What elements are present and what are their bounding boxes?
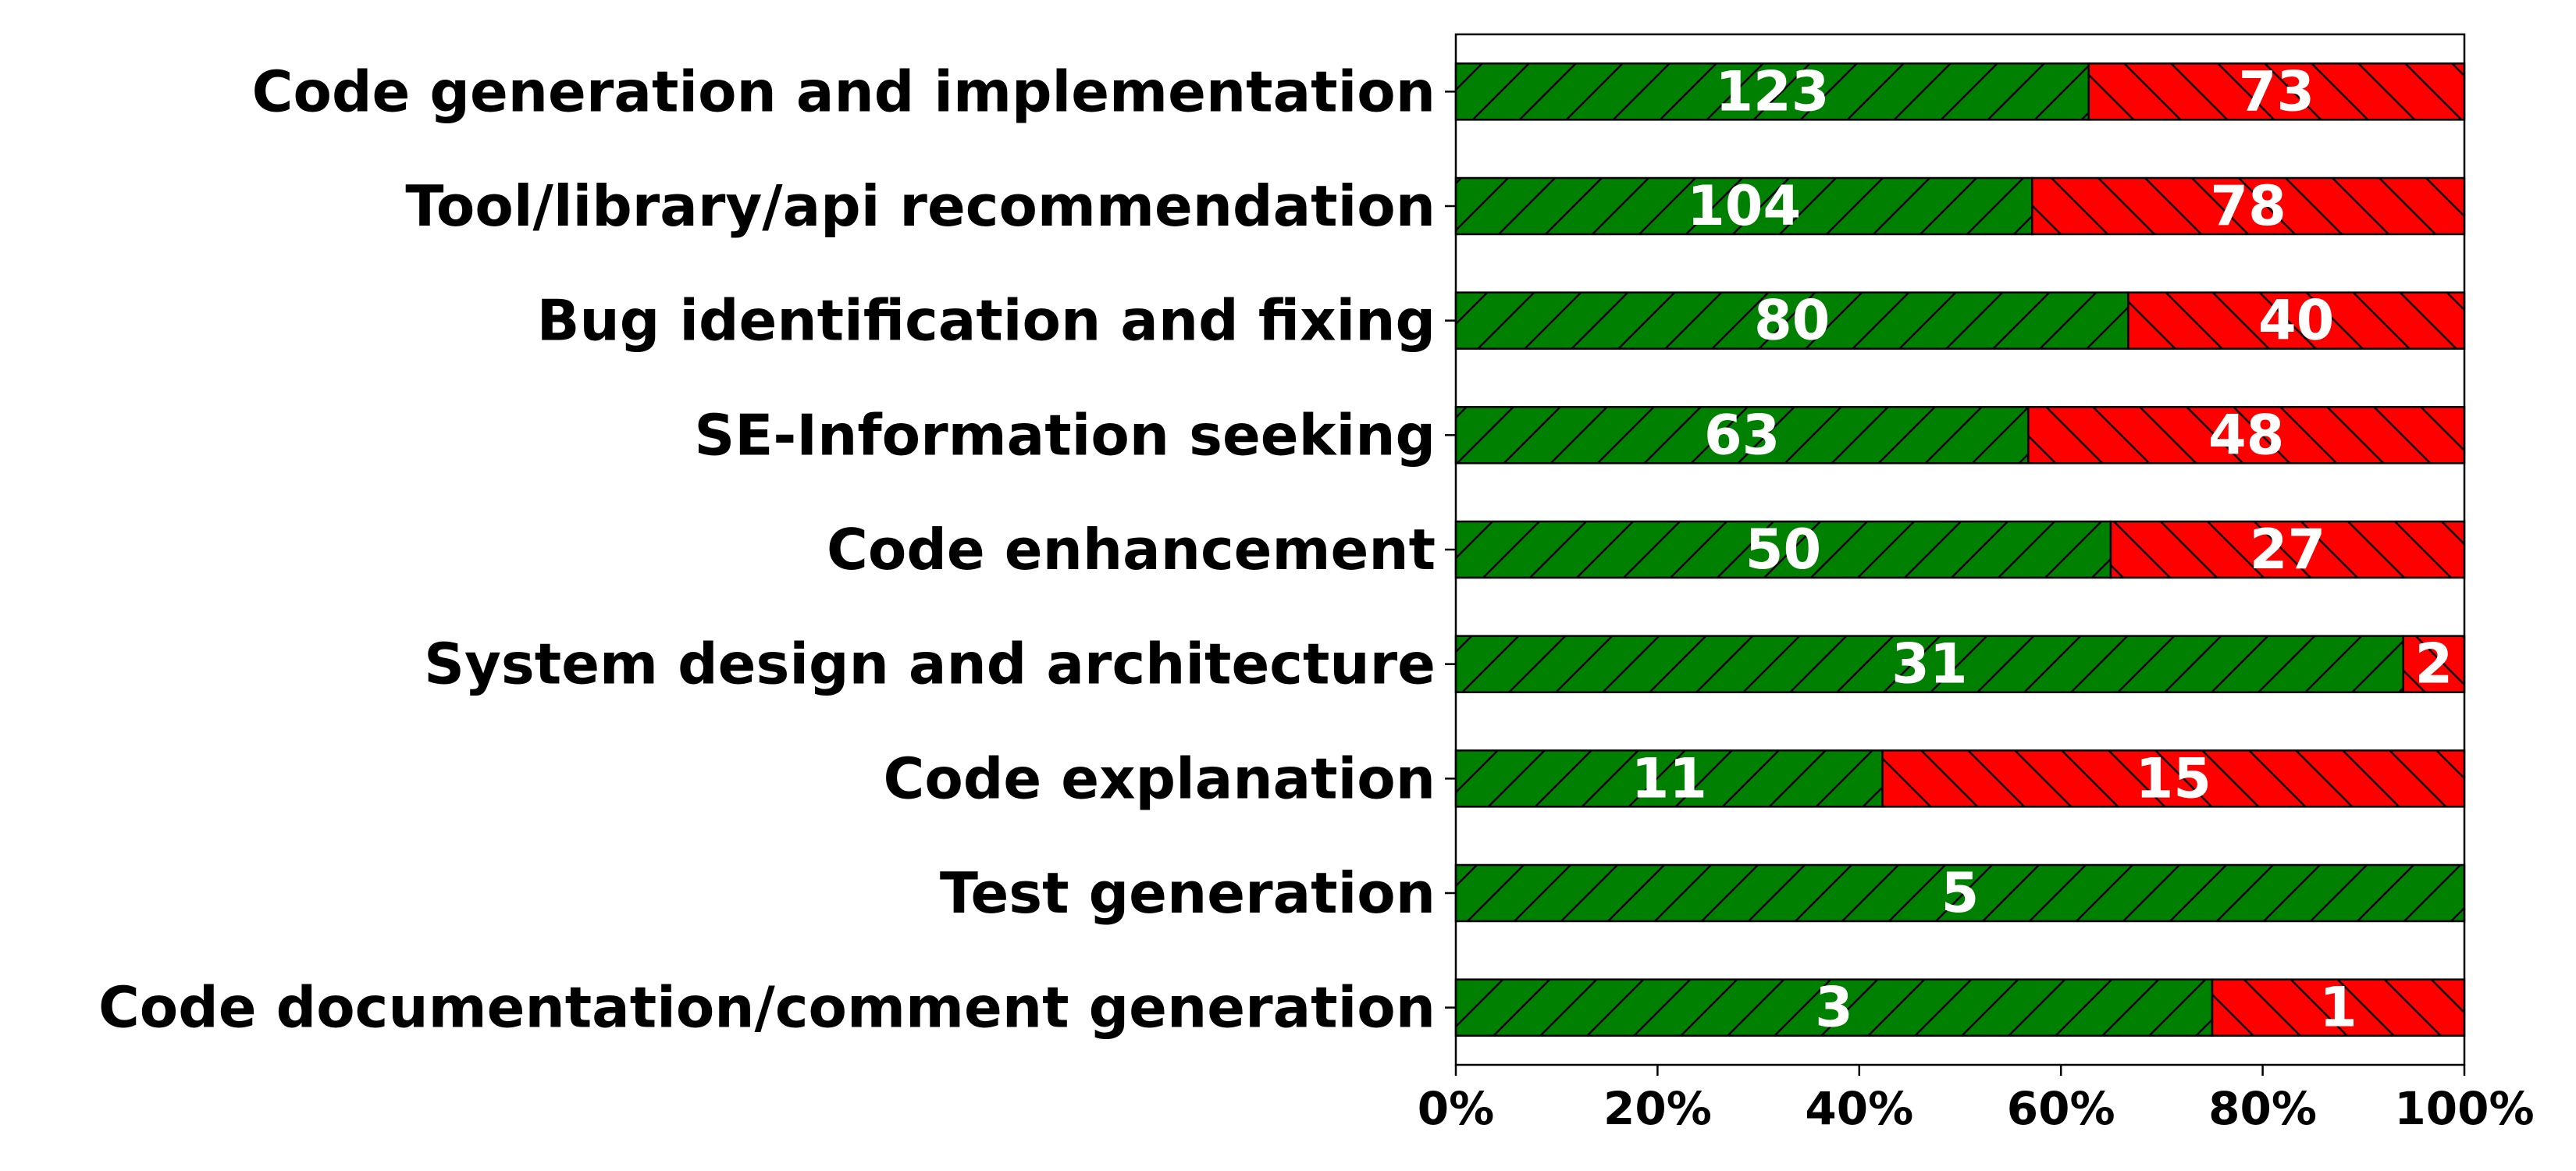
bar-hatch [2127,291,2466,350]
y-tick-label: SE-Information seeking [694,402,1436,468]
data-label: 5 [1941,861,1980,925]
y-tick-label: Code enhancement [827,517,1436,582]
data-label: 123 [1715,59,1829,123]
data-label: 40 [2258,289,2334,353]
bar-hatch [2027,406,2466,464]
data-label: 78 [2210,174,2286,238]
bar-hatch [1454,978,2214,1037]
bar-segment [1454,62,2090,121]
plot-frame [1454,33,2466,1066]
bar-hatch [2402,635,2466,693]
data-label: 3 [1815,976,1853,1040]
bar-segment [2109,520,2466,579]
data-label: 80 [1754,289,1830,353]
data-label: 1 [2319,976,2357,1040]
bar-hatch [1454,863,2466,923]
bar-hatch [1454,635,2404,693]
data-label: 48 [2208,403,2284,467]
y-tick-label: System design and architecture [424,632,1436,697]
data-label: 63 [1704,403,1780,467]
y-tick-label: Test generation [940,860,1436,926]
x-tick-label: 80% [2208,1082,2317,1135]
x-tick-label: 60% [2007,1082,2115,1135]
bar-segment [2402,635,2466,693]
bar-segment [1454,863,2466,923]
data-label: 27 [2250,518,2325,582]
bar-segment [2211,978,2466,1037]
y-tick-label: Code generation and implementation [252,59,1436,124]
bar-hatch [2031,176,2466,236]
bar-segment [2127,291,2466,350]
data-label: 2 [2414,632,2453,696]
bar-hatch [1881,749,2466,808]
bar-segment [1454,978,2214,1037]
bar-segment [2031,176,2466,236]
bar-segment [1454,520,2112,579]
y-tick-label: Code explanation [884,746,1436,811]
data-label: 50 [1745,518,1821,582]
data-label: 15 [2136,746,2211,810]
bar-segment [1454,406,2030,464]
y-tick-label: Code documentation/comment generation [98,975,1436,1041]
bar-hatch [1454,62,2090,121]
bar-hatch [2211,978,2466,1037]
bar-segment [1454,635,2404,693]
y-tick-label: Bug identification and fixing [537,288,1436,354]
data-label: 73 [2239,59,2314,123]
x-tick-label: 100% [2394,1082,2534,1135]
data-label: 11 [1631,746,1707,810]
data-label: 31 [1891,632,1967,696]
x-tick-label: 0% [1418,1082,1494,1135]
bar-segment [1881,749,2466,808]
bar-segment [1454,749,1884,808]
bar-hatch [1454,406,2030,464]
bar-segment [2027,406,2466,464]
y-tick-label: Tool/library/api recommendation [405,173,1436,239]
data-label: 104 [1687,174,1801,238]
x-tick-label: 40% [1805,1082,1913,1135]
bar-hatch [2109,520,2466,579]
x-tick-label: 20% [1603,1082,1712,1135]
